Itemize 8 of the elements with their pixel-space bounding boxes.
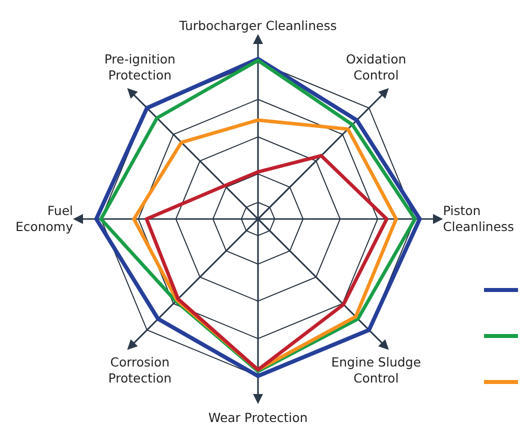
- spoke-label: Pre-ignition Protection: [104, 52, 176, 83]
- spoke-label: Wear Protection: [208, 410, 308, 425]
- spoke-label: Turbocharger Cleanliness: [178, 18, 337, 33]
- spoke-label: Corrosion Protection: [108, 354, 172, 386]
- spoke-label: Fuel Economy: [15, 203, 74, 234]
- spoke-label: Oxidation Control: [346, 52, 406, 83]
- spoke-label: Piston Cleanliness: [443, 203, 514, 234]
- spoke-label: Engine Sludge Control: [331, 354, 422, 386]
